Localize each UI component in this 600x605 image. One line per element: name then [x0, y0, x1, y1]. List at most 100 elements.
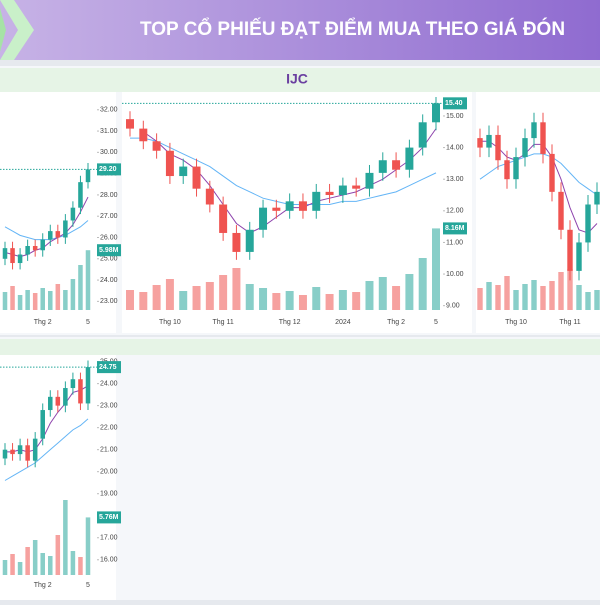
- candle-body: [495, 134, 501, 161]
- moving-average: [4, 418, 89, 481]
- candle-body: [40, 410, 45, 439]
- y-tick-label: 27.00: [100, 213, 118, 220]
- volume-bar: [48, 556, 53, 575]
- candle-body: [10, 248, 15, 264]
- volume-bar: [48, 291, 53, 310]
- last-price-box: [97, 163, 121, 176]
- y-tick-label: 31.00: [100, 128, 118, 135]
- candle-body: [2, 248, 8, 259]
- volume-bar: [272, 293, 281, 310]
- volume-bar: [219, 275, 228, 310]
- x-tick-label: 5: [86, 582, 90, 589]
- last-price-label: 29.20: [99, 166, 117, 173]
- y-tick-label: 9.00: [446, 303, 460, 310]
- candle-body: [477, 138, 483, 148]
- volume-bar: [32, 293, 38, 310]
- last-price-label: 24.75: [99, 364, 117, 371]
- volume-bar: [298, 295, 307, 310]
- volume-bar: [540, 286, 546, 310]
- candle-body: [418, 122, 427, 148]
- candle-body: [567, 229, 573, 271]
- volume-bar: [392, 286, 401, 310]
- volume-bar: [495, 285, 501, 310]
- volume-bar: [558, 272, 564, 310]
- volume-bar: [567, 269, 573, 310]
- candle-body: [312, 191, 321, 211]
- volume-bar: [32, 540, 38, 575]
- candle-body: [25, 445, 30, 461]
- volume-bar: [17, 295, 23, 310]
- candle-body: [594, 191, 600, 205]
- y-tick-label: 19.00: [100, 491, 118, 498]
- volume-bar: [10, 286, 15, 310]
- volume-bar: [477, 288, 483, 310]
- y-tick-label: 25.00: [100, 256, 118, 263]
- candle-body: [192, 166, 201, 189]
- volume-bar: [2, 292, 8, 310]
- candle-body: [272, 207, 281, 211]
- volume-bar: [432, 228, 440, 310]
- volume-label: 8.16M: [445, 225, 465, 232]
- candle-body: [126, 119, 134, 129]
- volume-bar: [70, 279, 76, 310]
- y-tick-label: 26.00: [100, 234, 118, 241]
- volume-bar: [594, 290, 600, 310]
- candle-body: [179, 166, 188, 177]
- volume-bar: [325, 294, 334, 310]
- y-tick-label: 28.00: [100, 192, 118, 199]
- candle-body: [63, 388, 68, 406]
- y-tick-label: 24.00: [100, 380, 118, 387]
- volume-bar: [245, 284, 254, 310]
- moving-average: [479, 153, 598, 196]
- y-tick-label: 13.00: [446, 176, 464, 183]
- last-price-box: [97, 361, 121, 374]
- volume-bar: [205, 282, 214, 310]
- volume-bar: [418, 258, 427, 310]
- candle-body: [513, 157, 519, 180]
- volume-bar: [338, 290, 347, 310]
- candle-body: [70, 379, 76, 389]
- candle-body: [504, 160, 510, 180]
- candle-body: [139, 128, 148, 142]
- volume-bar: [152, 285, 161, 310]
- candle-body: [576, 242, 582, 271]
- chevron: [0, 0, 34, 60]
- y-tick-label: 11.00: [446, 239, 463, 246]
- x-tick-label: 5: [434, 319, 438, 326]
- candle-body: [78, 182, 83, 208]
- x-tick-label: Thg 2: [387, 319, 405, 326]
- chevron: [0, 8, 6, 52]
- y-tick-label: 30.00: [100, 149, 118, 156]
- volume-box: [97, 511, 121, 524]
- candle-body: [558, 191, 564, 230]
- candle-body: [48, 396, 53, 411]
- y-tick-label: 12.00: [446, 208, 464, 215]
- candle-body: [165, 150, 174, 177]
- volume-bar: [17, 562, 23, 575]
- volume-bar: [78, 265, 83, 310]
- volume-label: 5.98M: [99, 247, 119, 254]
- volume-bar: [70, 551, 76, 575]
- volume-bar: [40, 553, 45, 575]
- last-price-box: [443, 97, 467, 110]
- candle-body: [40, 239, 45, 251]
- last-price-label: 15.40: [445, 100, 463, 107]
- candle-body: [2, 449, 8, 459]
- volume-bar: [352, 292, 361, 310]
- candle-body: [48, 231, 53, 240]
- candle-body: [405, 147, 414, 170]
- header-banner: [0, 0, 600, 60]
- candle-body: [205, 188, 214, 205]
- volume-bar: [378, 277, 387, 310]
- candle-body: [32, 246, 38, 251]
- volume-bar: [504, 276, 510, 310]
- y-tick-label: 15.00: [446, 113, 464, 120]
- volume-bar: [2, 560, 8, 575]
- volume-bar: [179, 291, 188, 310]
- candle-body: [531, 122, 537, 139]
- volume-bar: [232, 268, 241, 310]
- volume-bar: [312, 287, 321, 310]
- y-tick-label: 16.00: [100, 557, 118, 564]
